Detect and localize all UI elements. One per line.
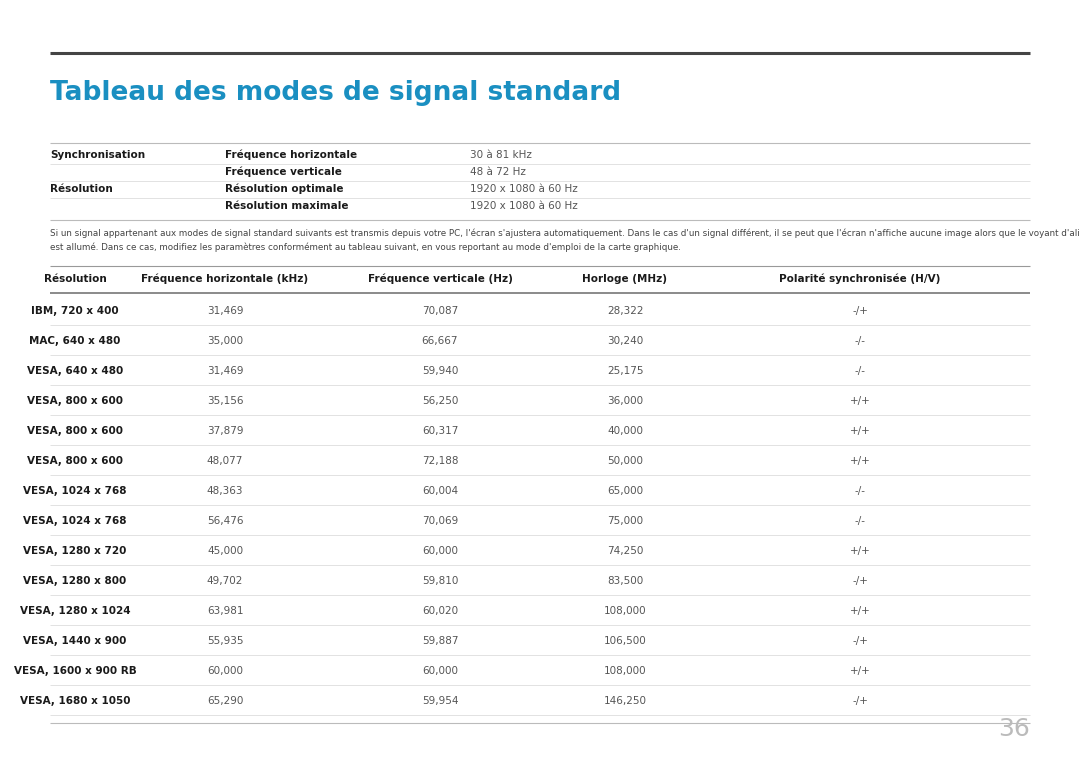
Text: Si un signal appartenant aux modes de signal standard suivants est transmis depu: Si un signal appartenant aux modes de si… [50, 228, 1080, 238]
Text: MAC, 640 x 480: MAC, 640 x 480 [29, 336, 121, 346]
Text: 48,077: 48,077 [206, 456, 243, 466]
Text: -/+: -/+ [852, 576, 868, 586]
Text: 60,000: 60,000 [207, 666, 243, 676]
Text: VESA, 640 x 480: VESA, 640 x 480 [27, 366, 123, 376]
Text: 70,087: 70,087 [422, 306, 458, 316]
Text: +/+: +/+ [850, 606, 870, 616]
Text: 30,240: 30,240 [607, 336, 643, 346]
Text: 36,000: 36,000 [607, 396, 643, 406]
Text: 36: 36 [998, 717, 1030, 741]
Text: 59,954: 59,954 [422, 696, 458, 706]
Text: +/+: +/+ [850, 456, 870, 466]
Text: VESA, 800 x 600: VESA, 800 x 600 [27, 426, 123, 436]
Text: 72,188: 72,188 [422, 456, 458, 466]
Text: 1920 x 1080 à 60 Hz: 1920 x 1080 à 60 Hz [470, 184, 578, 194]
Text: 59,810: 59,810 [422, 576, 458, 586]
Text: 28,322: 28,322 [607, 306, 644, 316]
Text: 1920 x 1080 à 60 Hz: 1920 x 1080 à 60 Hz [470, 201, 578, 211]
Text: 75,000: 75,000 [607, 516, 643, 526]
Text: VESA, 1280 x 800: VESA, 1280 x 800 [24, 576, 126, 586]
Text: est allumé. Dans ce cas, modifiez les paramètres conformément au tableau suivant: est allumé. Dans ce cas, modifiez les pa… [50, 242, 680, 252]
Text: 48 à 72 Hz: 48 à 72 Hz [470, 167, 526, 177]
Text: 45,000: 45,000 [207, 546, 243, 556]
Text: 74,250: 74,250 [607, 546, 644, 556]
Text: 108,000: 108,000 [604, 606, 646, 616]
Text: 35,156: 35,156 [206, 396, 243, 406]
Text: 60,020: 60,020 [422, 606, 458, 616]
Text: 56,476: 56,476 [206, 516, 243, 526]
Text: IBM, 720 x 400: IBM, 720 x 400 [31, 306, 119, 316]
Text: +/+: +/+ [850, 546, 870, 556]
Text: VESA, 1024 x 768: VESA, 1024 x 768 [24, 516, 126, 526]
Text: 40,000: 40,000 [607, 426, 643, 436]
Text: VESA, 1024 x 768: VESA, 1024 x 768 [24, 486, 126, 496]
Text: 65,000: 65,000 [607, 486, 643, 496]
Text: VESA, 1680 x 1050: VESA, 1680 x 1050 [19, 696, 131, 706]
Text: -/+: -/+ [852, 696, 868, 706]
Text: 60,000: 60,000 [422, 546, 458, 556]
Text: 35,000: 35,000 [207, 336, 243, 346]
Text: Résolution maximale: Résolution maximale [225, 201, 349, 211]
Text: -/+: -/+ [852, 306, 868, 316]
Text: 70,069: 70,069 [422, 516, 458, 526]
Text: 60,000: 60,000 [422, 666, 458, 676]
Text: 59,887: 59,887 [422, 636, 458, 646]
Text: VESA, 1440 x 900: VESA, 1440 x 900 [24, 636, 126, 646]
Text: 55,935: 55,935 [206, 636, 243, 646]
Text: Résolution optimale: Résolution optimale [225, 184, 343, 195]
Text: 60,317: 60,317 [422, 426, 458, 436]
Text: -/-: -/- [854, 336, 865, 346]
Text: VESA, 800 x 600: VESA, 800 x 600 [27, 396, 123, 406]
Text: Fréquence horizontale: Fréquence horizontale [225, 150, 357, 160]
Text: 146,250: 146,250 [604, 696, 647, 706]
Text: 63,981: 63,981 [206, 606, 243, 616]
Text: 60,004: 60,004 [422, 486, 458, 496]
Text: VESA, 1280 x 1024: VESA, 1280 x 1024 [19, 606, 131, 616]
Text: Horloge (MHz): Horloge (MHz) [582, 274, 667, 284]
Text: VESA, 1600 x 900 RB: VESA, 1600 x 900 RB [14, 666, 136, 676]
Text: 30 à 81 kHz: 30 à 81 kHz [470, 150, 531, 160]
Text: 50,000: 50,000 [607, 456, 643, 466]
Text: 66,667: 66,667 [422, 336, 458, 346]
Text: Polarité synchronisée (H/V): Polarité synchronisée (H/V) [780, 274, 941, 285]
Text: 106,500: 106,500 [604, 636, 646, 646]
Text: -/+: -/+ [852, 636, 868, 646]
Text: 59,940: 59,940 [422, 366, 458, 376]
Text: 65,290: 65,290 [206, 696, 243, 706]
Text: 25,175: 25,175 [607, 366, 644, 376]
Text: Tableau des modes de signal standard: Tableau des modes de signal standard [50, 80, 621, 106]
Text: 31,469: 31,469 [206, 366, 243, 376]
Text: 56,250: 56,250 [422, 396, 458, 406]
Text: 31,469: 31,469 [206, 306, 243, 316]
Text: 83,500: 83,500 [607, 576, 643, 586]
Text: Fréquence horizontale (kHz): Fréquence horizontale (kHz) [141, 274, 309, 285]
Text: 37,879: 37,879 [206, 426, 243, 436]
Text: VESA, 1280 x 720: VESA, 1280 x 720 [24, 546, 126, 556]
Text: Synchronisation: Synchronisation [50, 150, 145, 160]
Text: -/-: -/- [854, 366, 865, 376]
Text: Résolution: Résolution [43, 274, 106, 284]
Text: Résolution: Résolution [50, 184, 112, 194]
Text: 108,000: 108,000 [604, 666, 646, 676]
Text: +/+: +/+ [850, 396, 870, 406]
Text: VESA, 800 x 600: VESA, 800 x 600 [27, 456, 123, 466]
Text: 49,702: 49,702 [206, 576, 243, 586]
Text: Fréquence verticale: Fréquence verticale [225, 167, 342, 177]
Text: -/-: -/- [854, 486, 865, 496]
Text: +/+: +/+ [850, 666, 870, 676]
Text: -/-: -/- [854, 516, 865, 526]
Text: Fréquence verticale (Hz): Fréquence verticale (Hz) [367, 274, 512, 285]
Text: +/+: +/+ [850, 426, 870, 436]
Text: 48,363: 48,363 [206, 486, 243, 496]
